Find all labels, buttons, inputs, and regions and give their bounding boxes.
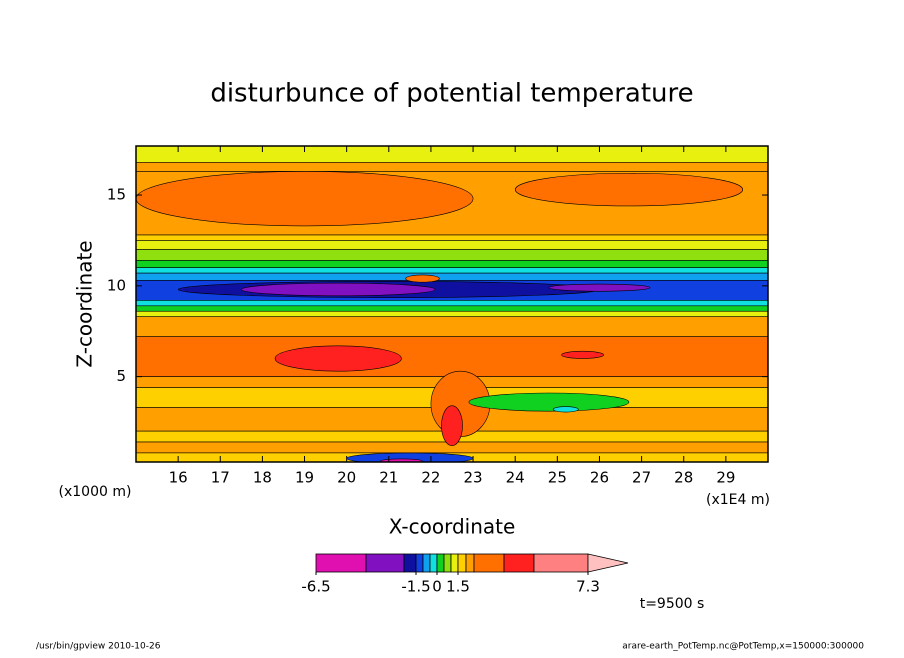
x-tick-label: 23 [464, 469, 483, 487]
colorbar-tick-label: 1.5 [446, 578, 470, 596]
colorbar-segment [465, 553, 475, 573]
x-tick-label: 18 [253, 469, 272, 487]
x-tick-label: 29 [716, 469, 735, 487]
colorbar-segment [450, 553, 459, 573]
colorbar-segment [429, 553, 438, 573]
colorbar-segment [533, 553, 589, 573]
contour-region [136, 316, 768, 337]
x-tick-label: 17 [211, 469, 230, 487]
contour-region [136, 162, 768, 172]
contour-region [136, 267, 768, 274]
colorbar-segment [415, 553, 424, 573]
contour-region [552, 406, 579, 413]
colorbar-segment [422, 553, 431, 573]
colorbar-extension [587, 553, 629, 573]
colorbar-tick-label: 0 [432, 578, 442, 596]
colorbar-segment [436, 553, 445, 573]
x-tick-label: 27 [632, 469, 651, 487]
contour-region [548, 283, 651, 292]
contour-region [136, 260, 768, 268]
contour-region [136, 171, 474, 227]
footer-left: /usr/bin/gpview 2010-10-26 [36, 642, 161, 652]
colorbar-segment [365, 553, 405, 573]
x-tick-label: 22 [421, 469, 440, 487]
y-unit: (x1000 m) [59, 484, 132, 500]
colorbar-segment [503, 553, 535, 573]
contour-region [136, 234, 768, 241]
colorbar-segment [457, 553, 467, 573]
contour-region [241, 282, 436, 297]
contour-region [136, 240, 768, 250]
y-axis-label: Z-coordinate [73, 240, 97, 367]
x-tick-label: 24 [506, 469, 525, 487]
x-tick-label: 19 [295, 469, 314, 487]
contour-region [136, 146, 768, 163]
contour-region [136, 272, 768, 281]
colorbar-segment [443, 553, 452, 573]
x-tick-label: 26 [590, 469, 609, 487]
contour-region [468, 392, 630, 412]
colorbar-segment [473, 553, 505, 573]
x-unit: (x1E4 m) [706, 492, 770, 508]
colorbar-tick-label: -6.5 [301, 578, 330, 596]
x-tick-label: 16 [169, 469, 188, 487]
y-tick-label: 10 [107, 276, 126, 294]
x-tick-label: 28 [674, 469, 693, 487]
colorbar-tick-label: 7.3 [576, 578, 600, 596]
contour-region [405, 274, 440, 283]
colorbar-segment [403, 553, 417, 573]
contour-region [380, 458, 423, 462]
y-tick-label: 15 [107, 186, 126, 204]
footer-right: arare-earth_PotTemp.nc@PotTemp,x=150000:… [622, 642, 864, 652]
colorbar-segment [315, 553, 367, 573]
contour-region [561, 350, 604, 359]
contour-region [274, 345, 402, 372]
contour-region [136, 305, 768, 312]
contour-region [136, 310, 768, 318]
colorbar-tick-label: -1.5 [401, 578, 430, 596]
y-tick-label: 5 [116, 367, 126, 385]
x-tick-label: 21 [379, 469, 398, 487]
x-tick-label: 25 [548, 469, 567, 487]
annotation: t=9500 s [640, 596, 705, 612]
chart-title: disturbunce of potential temperature [210, 79, 693, 109]
x-tick-label: 20 [337, 469, 356, 487]
contour-field [136, 146, 768, 462]
contour-region [441, 405, 463, 446]
contour-region [136, 336, 768, 377]
contour-region [136, 249, 768, 261]
x-axis-label: X-coordinate [389, 515, 516, 539]
contour-region [514, 172, 744, 207]
plot-frame [135, 145, 769, 463]
contour-region [136, 300, 768, 307]
